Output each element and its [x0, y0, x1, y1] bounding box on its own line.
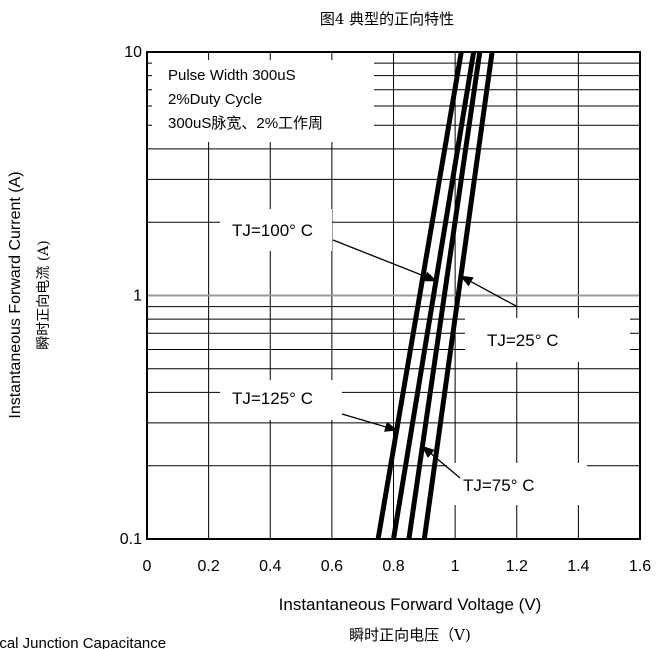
- x-tick-label: 1.4: [567, 558, 589, 575]
- y-tick-label: 10: [124, 44, 142, 61]
- y-tick-label: 0.1: [120, 531, 142, 548]
- y-tick-label: 1: [133, 288, 142, 305]
- x-tick-label: 0.4: [259, 558, 281, 575]
- annotation-arrow: [333, 240, 436, 281]
- y-axis-label: Instantaneous Forward Current (A): [7, 171, 24, 418]
- plot-area: 0 0.2 0.4 0.6 0.8 1 1.2 1.4 1.6 0.1 1 10 Pulse Width…: [120, 44, 651, 575]
- x-tick-label: 1.2: [506, 558, 528, 575]
- annotation-label: TJ=25° C: [487, 331, 559, 350]
- annotation-arrow: [461, 276, 516, 306]
- x-tick-label: 0: [143, 558, 152, 575]
- annotation-arrow: [342, 414, 397, 430]
- legend-text: 300uS脉宽、2%工作周: [168, 115, 323, 132]
- x-tick-label: 0.6: [321, 558, 343, 575]
- x-axis-label-cn: 瞬时正向电压（V): [349, 626, 471, 644]
- annotation-arrow: [422, 446, 460, 478]
- bottom-caption: ical Junction Capacitance: [0, 635, 166, 649]
- annotation-label: TJ=125° C: [232, 389, 313, 408]
- x-tick-label: 1: [451, 558, 460, 575]
- annotation-label: TJ=100° C: [232, 221, 313, 240]
- annotation-label: TJ=75° C: [463, 476, 535, 495]
- legend-text: Pulse Width 300uS: [168, 67, 296, 84]
- chart-title: 图4 典型的正向特性: [320, 10, 454, 28]
- x-tick-label: 1.6: [629, 558, 651, 575]
- x-tick-label: 0.2: [198, 558, 220, 575]
- legend-text: 2%Duty Cycle: [168, 91, 262, 108]
- x-tick-label: 0.8: [382, 558, 404, 575]
- y-axis-label-cn: 瞬时正向电流 (A): [36, 240, 52, 349]
- x-axis-label: Instantaneous Forward Voltage (V): [279, 595, 542, 614]
